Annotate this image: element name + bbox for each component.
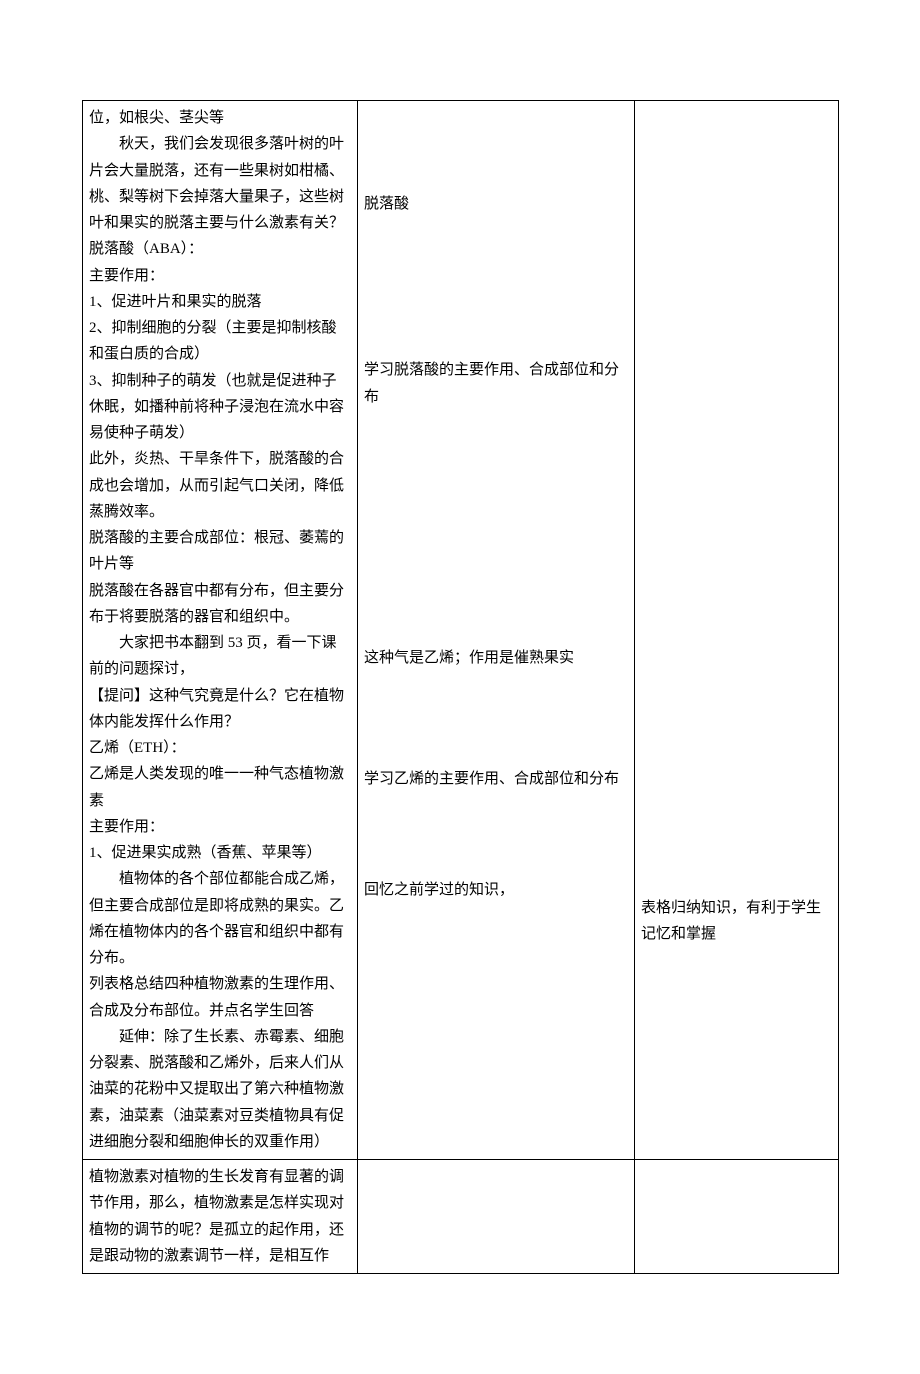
text: 1、促进叶片和果实的脱落 [89, 289, 351, 315]
text: 主要作用： [89, 263, 351, 289]
cell-design-intent: 表格归纳知识，有利于学生记忆和掌握 [635, 101, 839, 1160]
text: 【提问】这种气究竟是什么？它在植物体内能发挥什么作用？ [89, 683, 351, 736]
text: 脱落酸在各器官中都有分布，但主要分布于将要脱落的器官和组织中。 [89, 578, 351, 631]
text: 这种气是乙烯；作用是催熟果实 [364, 645, 628, 671]
text: 回忆之前学过的知识， [364, 877, 628, 903]
cell-teacher-activity: 位，如根尖、茎尖等秋天，我们会发现很多落叶树的叶片会大量脱落，还有一些果树如柑橘… [83, 101, 358, 1160]
table-row: 位，如根尖、茎尖等秋天，我们会发现很多落叶树的叶片会大量脱落，还有一些果树如柑橘… [83, 101, 839, 1160]
text: 脱落酸 [364, 191, 628, 217]
text: 脱落酸（ABA）： [89, 236, 351, 262]
text: 2、抑制细胞的分裂（主要是抑制核酸和蛋白质的合成） [89, 315, 351, 368]
text: 脱落酸的主要合成部位：根冠、萎蔫的叶片等 [89, 525, 351, 578]
text: 乙烯（ETH）： [89, 735, 351, 761]
text: 1、促进果实成熟（香蕉、苹果等） [89, 840, 351, 866]
cell-student-activity [358, 1160, 635, 1274]
text: 植物体的各个部位都能合成乙烯，但主要合成部位是即将成熟的果实。乙烯在植物体内的各… [89, 866, 351, 971]
cell-teacher-activity: 植物激素对植物的生长发育有显著的调节作用，那么，植物激素是怎样实现对植物的调节的… [83, 1160, 358, 1274]
lesson-table: 位，如根尖、茎尖等秋天，我们会发现很多落叶树的叶片会大量脱落，还有一些果树如柑橘… [82, 100, 839, 1274]
text: 位，如根尖、茎尖等 [89, 105, 351, 131]
text: 主要作用： [89, 814, 351, 840]
text: 植物激素对植物的生长发育有显著的调节作用，那么，植物激素是怎样实现对植物的调节的… [89, 1164, 351, 1269]
text: 秋天，我们会发现很多落叶树的叶片会大量脱落，还有一些果树如柑橘、桃、梨等树下会掉… [89, 131, 351, 236]
text: 学习乙烯的主要作用、合成部位和分布 [364, 766, 628, 792]
cell-student-activity: 脱落酸 学习脱落酸的主要作用、合成部位和分布 这种气是乙烯；作用是催熟果实 学习… [358, 101, 635, 1160]
text: 表格归纳知识，有利于学生记忆和掌握 [641, 895, 832, 948]
cell-design-intent [635, 1160, 839, 1274]
page: 位，如根尖、茎尖等秋天，我们会发现很多落叶树的叶片会大量脱落，还有一些果树如柑橘… [0, 0, 920, 1374]
text: 列表格总结四种植物激素的生理作用、合成及分布部位。并点名学生回答 [89, 971, 351, 1024]
text: 3、抑制种子的萌发（也就是促进种子休眠，如播种前将种子浸泡在流水中容易使种子萌发… [89, 368, 351, 447]
text: 延伸：除了生长素、赤霉素、细胞分裂素、脱落酸和乙烯外，后来人们从油菜的花粉中又提… [89, 1024, 351, 1155]
text: 乙烯是人类发现的唯一一种气态植物激素 [89, 761, 351, 814]
text: 学习脱落酸的主要作用、合成部位和分布 [364, 357, 628, 410]
table-row: 植物激素对植物的生长发育有显著的调节作用，那么，植物激素是怎样实现对植物的调节的… [83, 1160, 839, 1274]
text: 大家把书本翻到 53 页，看一下课前的问题探讨， [89, 630, 351, 683]
text: 此外，炎热、干旱条件下，脱落酸的合成也会增加，从而引起气口关闭，降低蒸腾效率。 [89, 446, 351, 525]
